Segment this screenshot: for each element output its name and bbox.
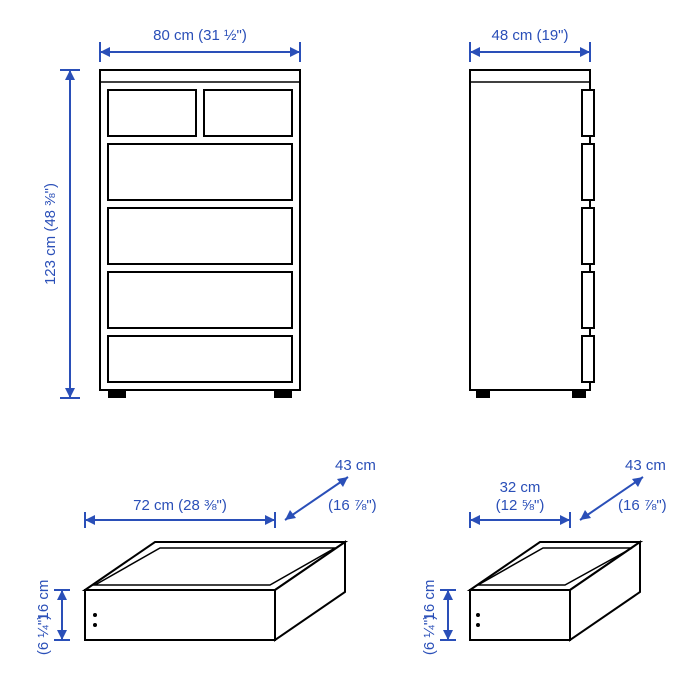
side-depth-label: 48 cm (19") [491, 27, 568, 44]
large-drawer-height1: 16 cm [35, 580, 52, 621]
front-width-label: 80 cm (31 ½") [153, 27, 247, 44]
small-drawer: 32 cm (12 ⅝") 43 cm (16 ⅞") 16 cm (6 ¼") [421, 457, 667, 655]
dimension-diagram: 80 cm (31 ½") 123 cm (48 ⅜") 48 cm (19") [0, 0, 700, 700]
large-drawer-width: 72 cm (28 ⅜") [133, 497, 227, 514]
large-drawer: 72 cm (28 ⅜") 43 cm (16 ⅞") 16 cm (6 ¼") [35, 457, 377, 655]
large-drawer-depth1: 43 cm [335, 457, 376, 474]
small-drawer-width1: 32 cm [500, 479, 541, 496]
small-drawer-height1: 16 cm [421, 580, 438, 621]
small-drawer-height2: (6 ¼") [421, 615, 438, 655]
side-view: 48 cm (19") [470, 27, 594, 398]
front-view: 80 cm (31 ½") 123 cm (48 ⅜") [42, 27, 300, 398]
small-drawer-width2: (12 ⅝") [496, 497, 545, 514]
front-height-label: 123 cm (48 ⅜") [42, 183, 59, 285]
large-drawer-depth2: (16 ⅞") [328, 497, 377, 514]
small-drawer-depth1: 43 cm [625, 457, 666, 474]
small-drawer-depth2: (16 ⅞") [618, 497, 667, 514]
large-drawer-height2: (6 ¼") [35, 615, 52, 655]
